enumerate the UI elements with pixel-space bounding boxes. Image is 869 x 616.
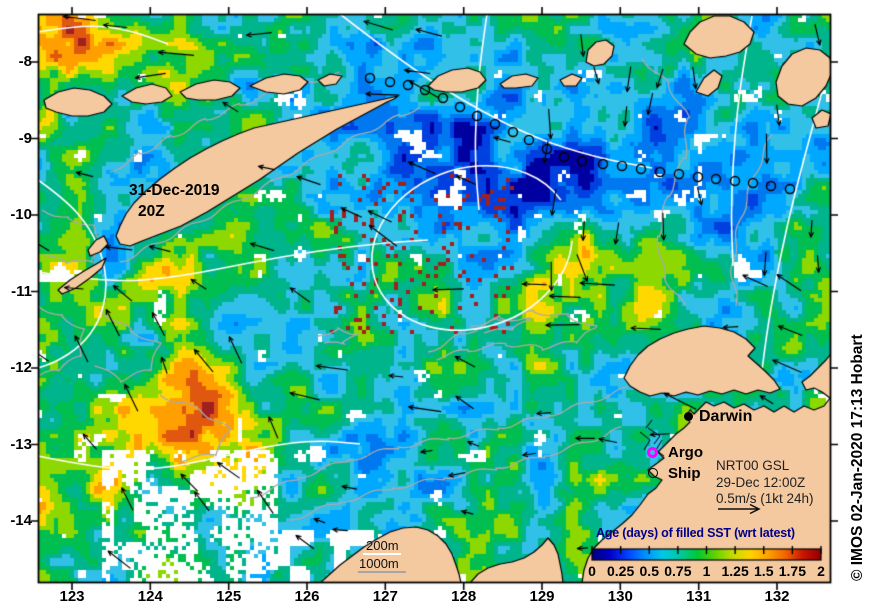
lon-tick-label: 132 xyxy=(764,588,790,605)
colorbar-tick-label: 2 xyxy=(817,563,825,579)
lat-tick-label: -13 xyxy=(10,435,32,453)
analysis-date-label: 31-Dec-2019 xyxy=(129,182,220,199)
argo-marker-icon xyxy=(647,447,658,458)
analysis-time-label: 20Z xyxy=(138,203,165,220)
lon-tick-label: 127 xyxy=(372,588,398,605)
lat-tick-label: -11 xyxy=(11,282,32,300)
lat-tick-label: -9 xyxy=(18,129,32,147)
argo-label: Argo xyxy=(668,444,703,461)
colorbar-tick-label: 1.5 xyxy=(754,563,774,579)
lon-tick-label: 126 xyxy=(294,588,320,605)
lon-tick-label: 131 xyxy=(686,588,712,605)
colorbar-tick-label: 0.5 xyxy=(639,563,659,579)
isobath-200m-label: 200m xyxy=(366,538,399,553)
darwin-label: Darwin xyxy=(699,408,753,425)
ship-marker-icon xyxy=(648,468,658,478)
colorbar-tick-label: 1 xyxy=(702,563,711,579)
lat-tick-label: -14 xyxy=(10,512,32,529)
isobath-1000m-sample-line xyxy=(358,571,406,573)
lat-tick-label: -10 xyxy=(10,206,32,223)
gsl-date-label: 29-Dec 12:00Z xyxy=(716,475,806,490)
colorbar-tick-label: 1.25 xyxy=(721,563,749,579)
isobath-1000m-label: 1000m xyxy=(359,556,399,571)
lat-tick-label: -8 xyxy=(18,53,32,70)
colorbar-title: Age (days) of filled SST (wrt latest) xyxy=(596,526,795,540)
lon-tick-label: 128 xyxy=(451,588,477,605)
ship-label: Ship xyxy=(668,465,701,482)
imos-credit-label: © IMOS 02-Jan-2020 17:13 Hobart xyxy=(849,334,866,581)
lon-tick-label: 129 xyxy=(529,588,555,605)
lat-tick-label: -12 xyxy=(10,359,32,376)
colorbar-tick-label: 0.25 xyxy=(607,563,635,579)
colorbar-tick-label: 0 xyxy=(588,563,596,579)
lon-tick-label: 124 xyxy=(137,588,163,605)
scale-arrow-icon xyxy=(718,503,761,515)
vector-scale-label: 0.5m/s (1kt 24h) xyxy=(716,491,814,506)
lon-tick-label: 123 xyxy=(59,588,85,605)
lon-tick-label: 130 xyxy=(607,588,633,605)
colorbar-tick-label: 0.75 xyxy=(664,563,692,579)
lon-tick-label: 125 xyxy=(216,588,242,605)
colorbar-tick-label: 1.75 xyxy=(778,563,806,579)
product-name-label: NRT00 GSL xyxy=(716,458,790,473)
darwin-marker xyxy=(684,412,693,421)
isobath-200m-sample-line xyxy=(363,553,401,555)
